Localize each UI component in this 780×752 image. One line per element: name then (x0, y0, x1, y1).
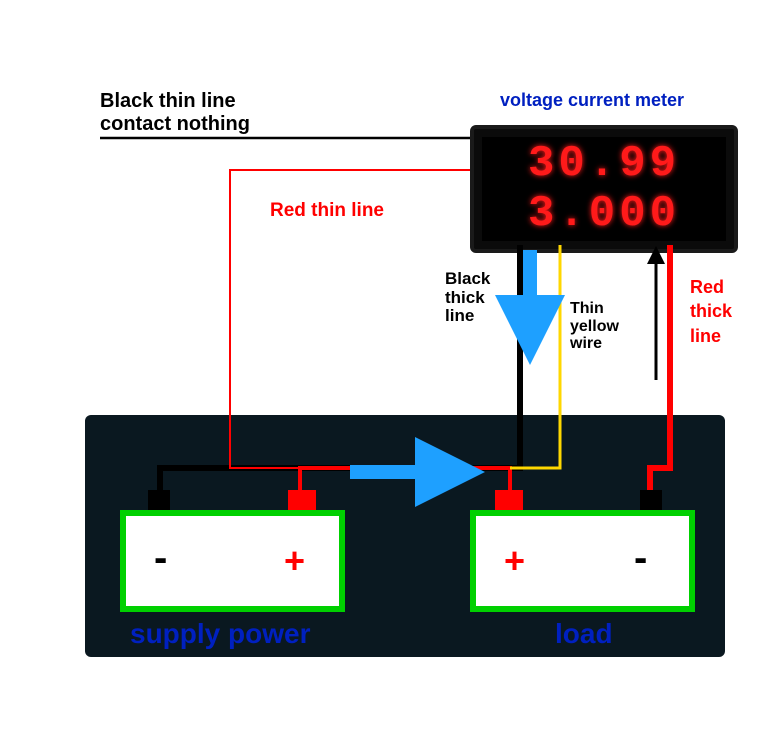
supply-plus-tab (288, 490, 316, 510)
black-thick-label: Black thick line (445, 270, 490, 326)
load-block: + - (470, 510, 695, 612)
load-plus: + (504, 540, 525, 582)
thin-yellow-label: Thin yellow wire (570, 300, 619, 353)
diagram-root: voltage current meter Black thin line co… (0, 0, 780, 752)
supply-caption: supply power (130, 618, 310, 650)
red-thick-label: Red thick line (690, 275, 732, 348)
load-caption: load (555, 618, 613, 650)
supply-minus-tab (148, 490, 170, 510)
load-plus-tab (495, 490, 523, 510)
voltage-current-meter: 30.99 3.000 (470, 125, 738, 253)
supply-plus: + (284, 540, 305, 582)
load-minus: - (634, 536, 647, 581)
supply-minus: - (154, 536, 167, 581)
red-thin-label: Red thin line (270, 200, 384, 222)
supply-power-block: - + (120, 510, 345, 612)
meter-voltage-readout: 30.99 (528, 139, 680, 189)
load-minus-tab (640, 490, 662, 510)
title-label: voltage current meter (500, 90, 684, 111)
meter-current-readout: 3.000 (528, 189, 680, 239)
black-thin-label: Black thin line contact nothing (100, 90, 250, 136)
